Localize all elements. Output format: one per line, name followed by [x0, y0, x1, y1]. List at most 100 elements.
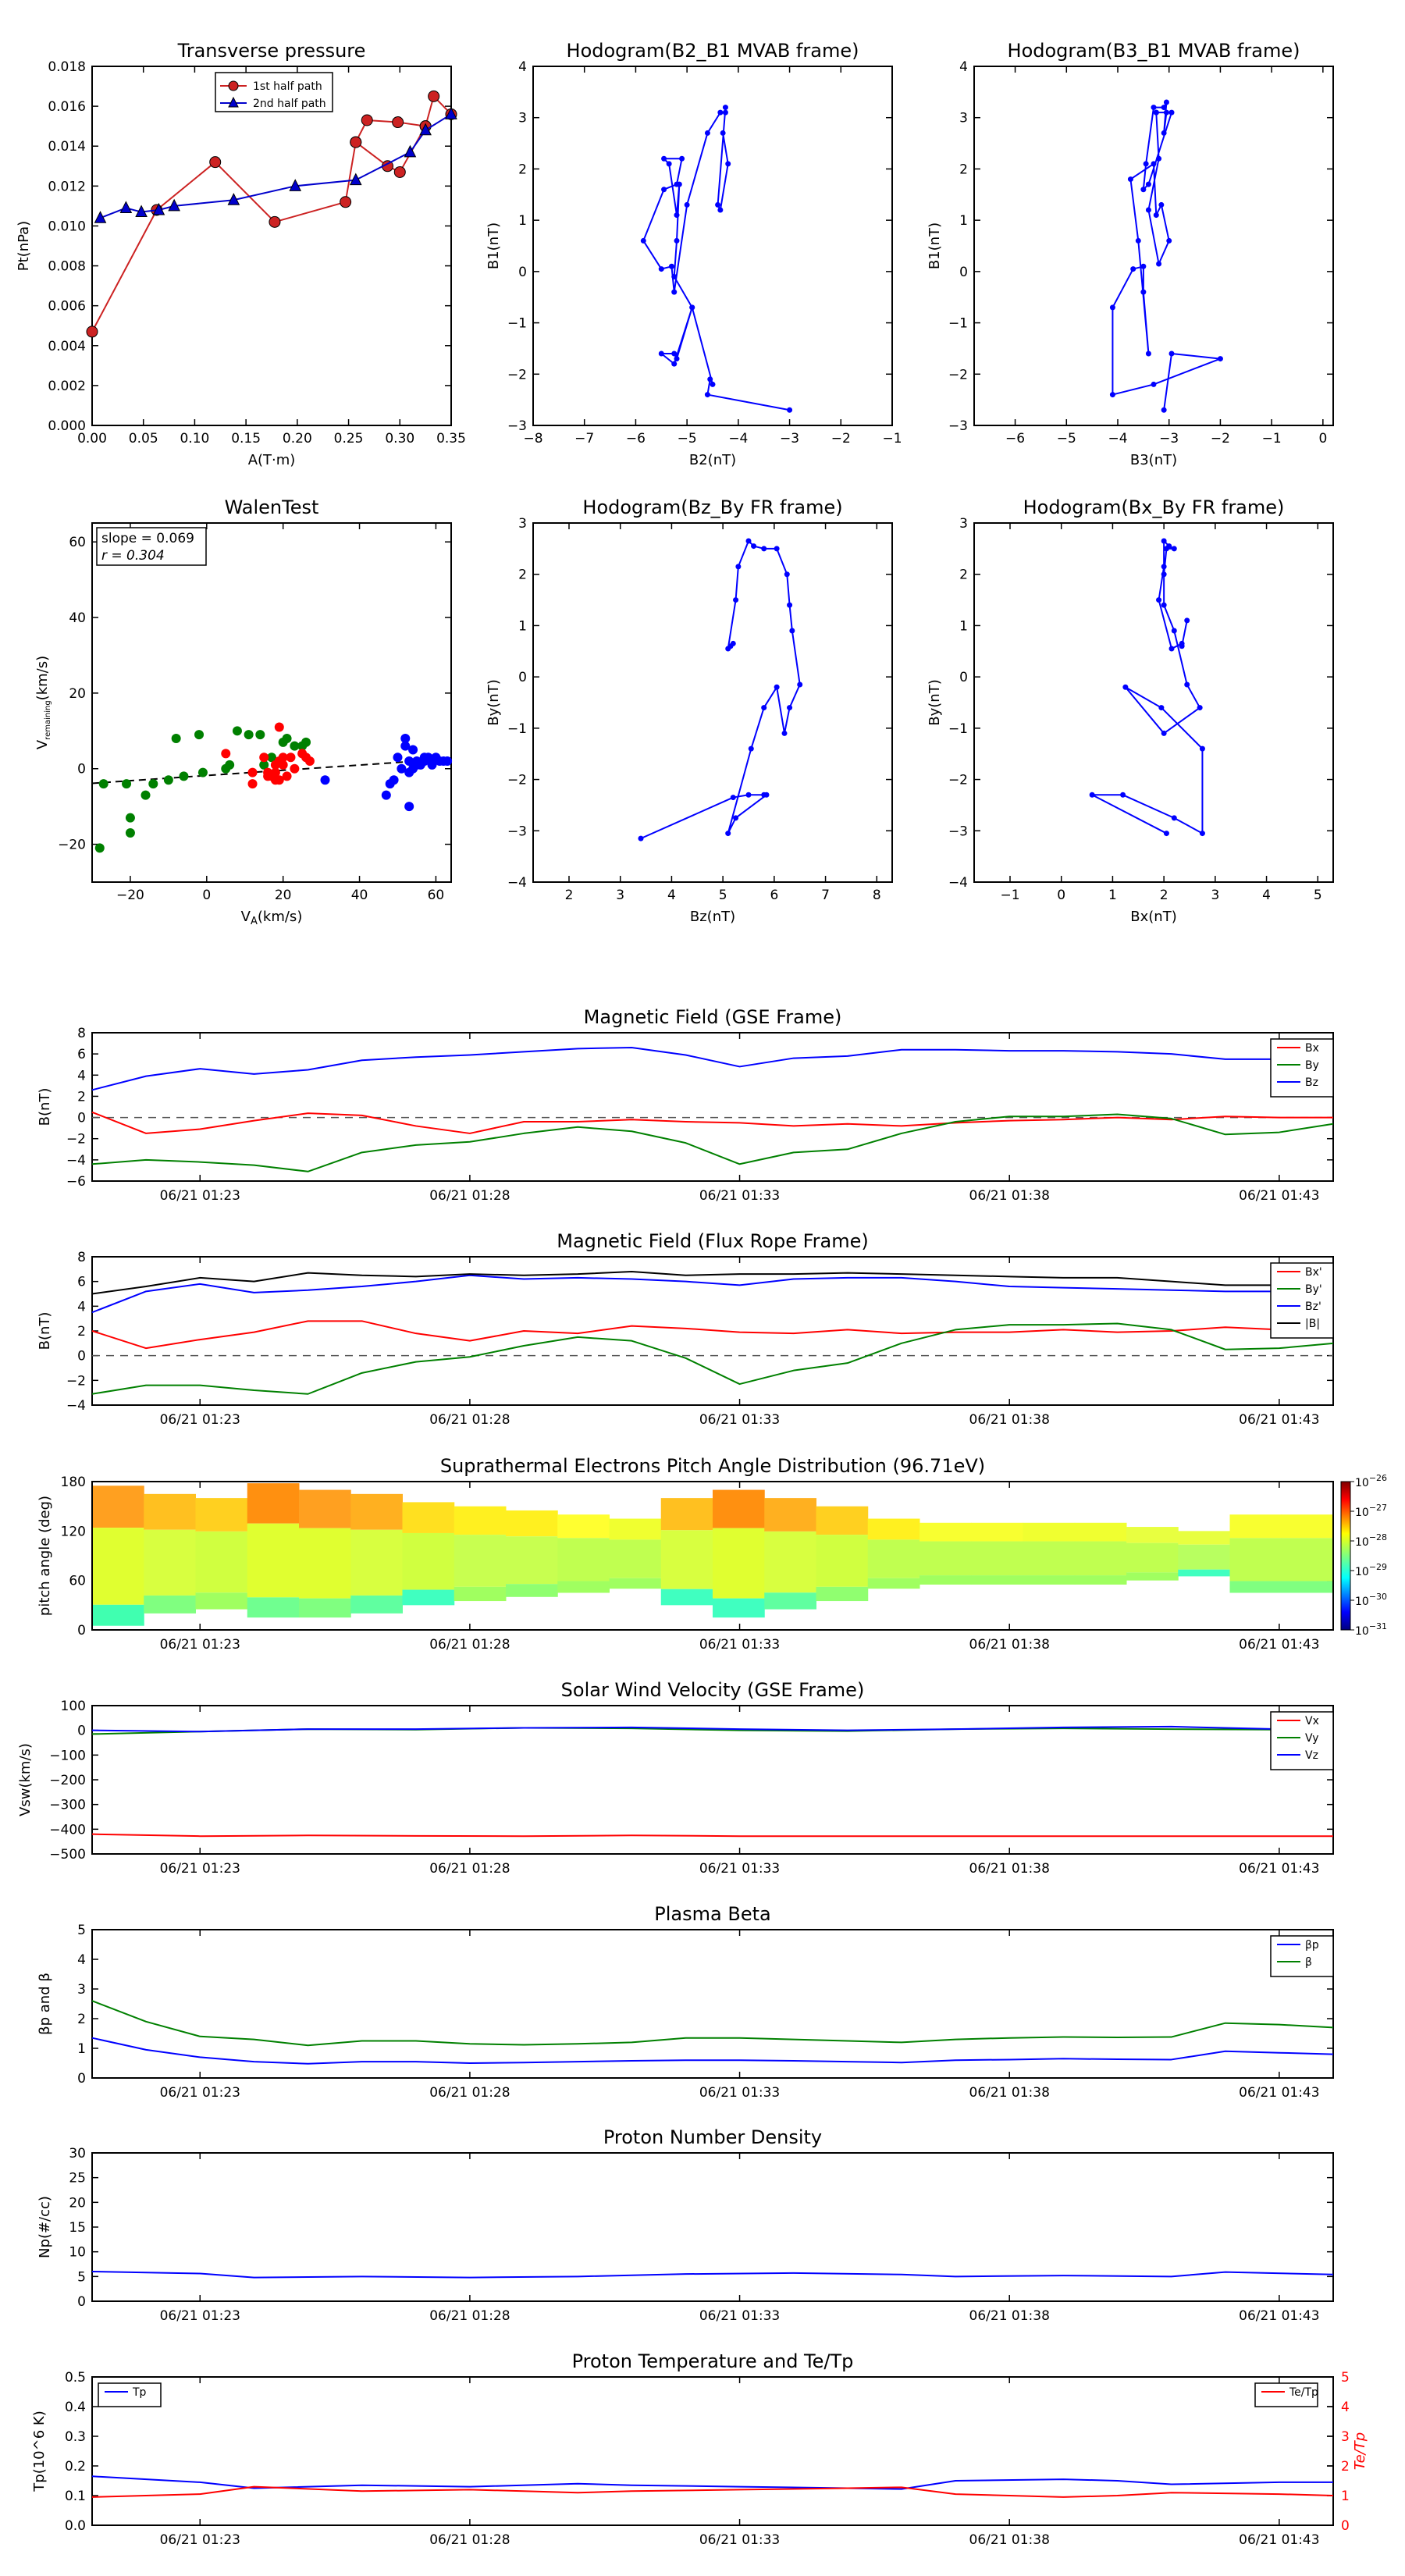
- data-point: [1168, 350, 1175, 357]
- data-point: [1163, 831, 1169, 837]
- series-line: [91, 1111, 1333, 1134]
- x-tick-label: 06/21 01:23: [160, 1861, 240, 1877]
- y-tick-label: −200: [49, 1773, 86, 1788]
- y-tick-label: 2: [959, 162, 968, 177]
- x-tick-label: 7: [821, 888, 830, 903]
- data-point: [751, 543, 757, 550]
- data-point: [227, 193, 240, 205]
- data-point: [658, 266, 664, 272]
- scatter-point: [267, 753, 276, 763]
- data-point: [289, 179, 302, 191]
- x-tick-label: −1: [882, 431, 902, 447]
- x-tick-label: −6: [626, 431, 646, 447]
- y-tick-label: 0.006: [48, 299, 86, 315]
- legend-entry: Bz': [1305, 1300, 1321, 1313]
- data-point: [1168, 646, 1175, 652]
- y-tick-label: −400: [49, 1822, 86, 1838]
- scatter-point: [125, 828, 135, 838]
- y-axis-label: By(nT): [486, 679, 502, 725]
- y-tick-label: 15: [69, 2220, 86, 2236]
- data-point: [269, 215, 281, 228]
- data-point: [1109, 304, 1115, 311]
- series-line: [91, 1047, 1334, 1091]
- y-tick-label: 30: [69, 2146, 86, 2161]
- series-line: [91, 1274, 1334, 1314]
- data-point: [94, 211, 107, 223]
- legend-entry: Tp: [132, 2386, 147, 2399]
- scatter-point: [140, 790, 151, 800]
- y-tick-label: 0: [959, 670, 968, 685]
- heatmap-cell: [1281, 1514, 1334, 1539]
- x-tick-label: 0.25: [334, 431, 364, 447]
- heatmap-cell: [557, 1581, 610, 1593]
- data-point: [1153, 212, 1159, 219]
- x-tick-label: 5: [719, 888, 727, 903]
- heatmap-cell: [971, 1541, 1023, 1576]
- y-tick-label: 2: [77, 2012, 86, 2027]
- y-tick-label: 100: [61, 1699, 86, 1714]
- data-point: [661, 155, 667, 162]
- data-point: [340, 196, 352, 208]
- heatmap-cell: [1229, 1514, 1282, 1539]
- scatter-point: [400, 734, 411, 743]
- scatter-point: [179, 771, 189, 781]
- x-tick-label: 5: [1314, 888, 1322, 903]
- x-tick-label: −8: [523, 431, 542, 447]
- plot-frame: [91, 1705, 1334, 1855]
- scatter-point: [443, 756, 453, 767]
- legend-box: [1270, 1935, 1334, 1977]
- data-point: [733, 815, 739, 821]
- y-tick-label: 60: [69, 535, 86, 550]
- data-point: [1135, 237, 1141, 244]
- chart-pad: Suprathermal Electrons Pitch Angle Distr…: [37, 1455, 1387, 1653]
- x-tick-label: −4: [728, 431, 748, 447]
- data-point: [1151, 161, 1157, 167]
- y-tick-label: 0: [518, 670, 527, 685]
- x-tick-label: 0.00: [77, 431, 107, 447]
- data-point: [787, 407, 793, 413]
- y-tick-label: −2: [948, 773, 968, 788]
- x-tick-label: 6: [770, 888, 778, 903]
- legend-entry: Bz: [1305, 1076, 1318, 1089]
- data-point: [640, 237, 646, 244]
- data-point: [674, 212, 680, 219]
- data-point: [1168, 109, 1175, 116]
- x-tick-label: 06/21 01:38: [969, 2085, 1050, 2101]
- chart-title: Suprathermal Electrons Pitch Angle Distr…: [440, 1455, 985, 1477]
- x-tick-label: 06/21 01:43: [1239, 1188, 1319, 1204]
- annotation-text: r = 0.304: [101, 548, 165, 564]
- data-point: [1122, 684, 1129, 690]
- data-point: [722, 109, 728, 116]
- y-tick-label: 0.012: [48, 179, 86, 194]
- plot-frame: [973, 66, 1334, 426]
- y-tick-label: 3: [77, 1982, 86, 1998]
- y-tick-label: 180: [61, 1475, 86, 1490]
- y-tick-label: 25: [69, 2171, 86, 2186]
- y-axis-label: B1(nT): [486, 222, 502, 269]
- data-point: [1184, 617, 1190, 624]
- heatmap-cell: [557, 1514, 610, 1539]
- x-tick-label: 06/21 01:43: [1239, 2308, 1319, 2324]
- data-point: [671, 350, 678, 357]
- y-tick-label: −4: [948, 875, 968, 891]
- data-point: [445, 107, 457, 119]
- x-tick-label: 4: [1262, 888, 1271, 903]
- heatmap-cell: [1074, 1541, 1127, 1576]
- y-tick-label: 4: [518, 59, 527, 75]
- series-line: [91, 1113, 1334, 1172]
- heatmap-cell: [609, 1539, 662, 1578]
- x-tick-label: 06/21 01:23: [160, 1412, 240, 1428]
- x-tick-label: 06/21 01:23: [160, 2085, 240, 2101]
- colorbar-tick-label: 10−26: [1355, 1473, 1387, 1489]
- data-point: [1120, 792, 1126, 798]
- x-tick-label: 0.20: [283, 431, 312, 447]
- scatter-point: [301, 737, 311, 747]
- y-tick-label: 10: [69, 2245, 86, 2261]
- heatmap-cell: [1074, 1522, 1127, 1542]
- data-point: [1151, 381, 1157, 387]
- y-tick-label: −1: [948, 316, 968, 332]
- y-tick-label: −100: [49, 1748, 86, 1763]
- plot-frame: [91, 2152, 1334, 2302]
- data-point: [1156, 597, 1162, 603]
